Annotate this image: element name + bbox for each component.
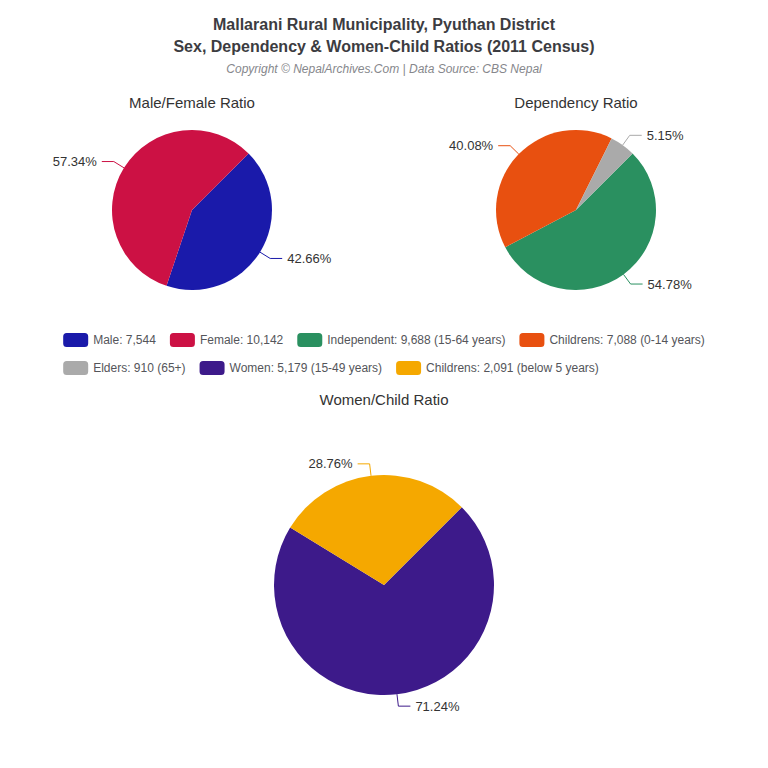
svg-text:Sex, Dependency & Women-Child: Sex, Dependency & Women-Child Ratios (20… (173, 38, 594, 55)
svg-text:Mallarani Rural Municipality,: Mallarani Rural Municipality, Pyuthan Di… (213, 16, 556, 33)
svg-text:40.08%: 40.08% (449, 138, 494, 153)
svg-text:54.78%: 54.78% (648, 277, 693, 292)
svg-text:Female: 10,142: Female: 10,142 (200, 333, 284, 347)
svg-text:42.66%: 42.66% (287, 251, 332, 266)
svg-text:Male/Female Ratio: Male/Female Ratio (129, 94, 255, 111)
svg-text:Male: 7,544: Male: 7,544 (93, 333, 156, 347)
svg-text:Women/Child Ratio: Women/Child Ratio (320, 391, 449, 408)
svg-text:Childrens: 7,088 (0-14 years): Childrens: 7,088 (0-14 years) (549, 333, 704, 347)
svg-text:28.76%: 28.76% (309, 456, 354, 471)
svg-text:Childrens: 2,091 (below 5 year: Childrens: 2,091 (below 5 years) (426, 361, 599, 375)
svg-text:Copyright © NepalArchives.Com: Copyright © NepalArchives.Com | Data Sou… (226, 62, 542, 76)
svg-text:Women: 5,179 (15-49 years): Women: 5,179 (15-49 years) (230, 361, 383, 375)
svg-text:71.24%: 71.24% (415, 699, 460, 714)
svg-text:Elders: 910 (65+): Elders: 910 (65+) (93, 361, 185, 375)
svg-text:Independent: 9,688 (15-64 year: Independent: 9,688 (15-64 years) (327, 333, 505, 347)
svg-text:57.34%: 57.34% (53, 154, 98, 169)
svg-text:Dependency Ratio: Dependency Ratio (514, 94, 637, 111)
svg-text:5.15%: 5.15% (647, 128, 684, 143)
